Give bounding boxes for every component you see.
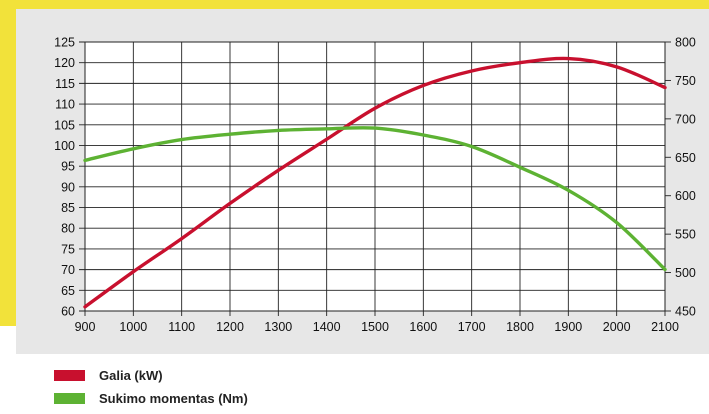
x-tick-label: 1700 [458, 320, 486, 334]
x-tick-label: 1000 [119, 320, 147, 334]
x-tick-label: 2000 [603, 320, 631, 334]
x-tick-label: 1100 [168, 320, 195, 334]
y-left-tick-label: 90 [61, 180, 75, 194]
y-left-tick-label: 120 [54, 56, 75, 70]
y-left-tick-label: 125 [54, 36, 75, 50]
y-right-tick-label: 450 [675, 305, 696, 319]
y-left-tick-label: 115 [55, 77, 75, 91]
x-tick-label: 900 [75, 320, 96, 334]
legend-item-torque: Sukimo momentas (Nm) [54, 391, 248, 406]
y-left-tick-label: 105 [54, 118, 75, 132]
x-tick-label: 1400 [313, 320, 341, 334]
y-right-tick-label: 800 [675, 36, 696, 50]
x-tick-label: 1300 [264, 320, 292, 334]
y-left-tick-label: 65 [61, 284, 75, 298]
power-line [83, 56, 667, 309]
y-left-tick-label: 100 [54, 139, 75, 153]
y-right-tick-label: 700 [675, 112, 696, 126]
y-right-tick-label: 500 [675, 266, 696, 280]
y-left-tick-label: 75 [61, 242, 75, 256]
y-left-tick-label: 85 [61, 201, 75, 215]
x-tick-label: 1900 [554, 320, 582, 334]
y-left-tick-label: 80 [61, 222, 75, 236]
y-right-tick-label: 550 [675, 228, 696, 242]
x-tick-label: 1800 [506, 320, 534, 334]
y-right-tick-label: 650 [675, 151, 696, 165]
y-left-tick-label: 70 [61, 263, 75, 277]
y-left-tick-label: 95 [61, 160, 75, 174]
y-left-tick-label: 110 [55, 98, 75, 112]
legend-label-power: Galia (kW) [99, 368, 163, 383]
x-tick-label: 1600 [409, 320, 437, 334]
y-left-tick-label: 60 [61, 305, 75, 319]
legend-label-torque: Sukimo momentas (Nm) [99, 391, 248, 406]
plot-frame [84, 41, 666, 312]
x-tick-label: 1200 [216, 320, 244, 334]
x-tick-label: 2100 [651, 320, 679, 334]
y-right-tick-label: 750 [675, 74, 696, 88]
torque-line [83, 126, 667, 272]
legend-item-power: Galia (kW) [54, 368, 163, 383]
x-tick-label: 1500 [361, 320, 389, 334]
legend-swatch-torque [54, 393, 85, 404]
legend-swatch-power [54, 370, 85, 381]
y-right-tick-label: 600 [675, 189, 696, 203]
